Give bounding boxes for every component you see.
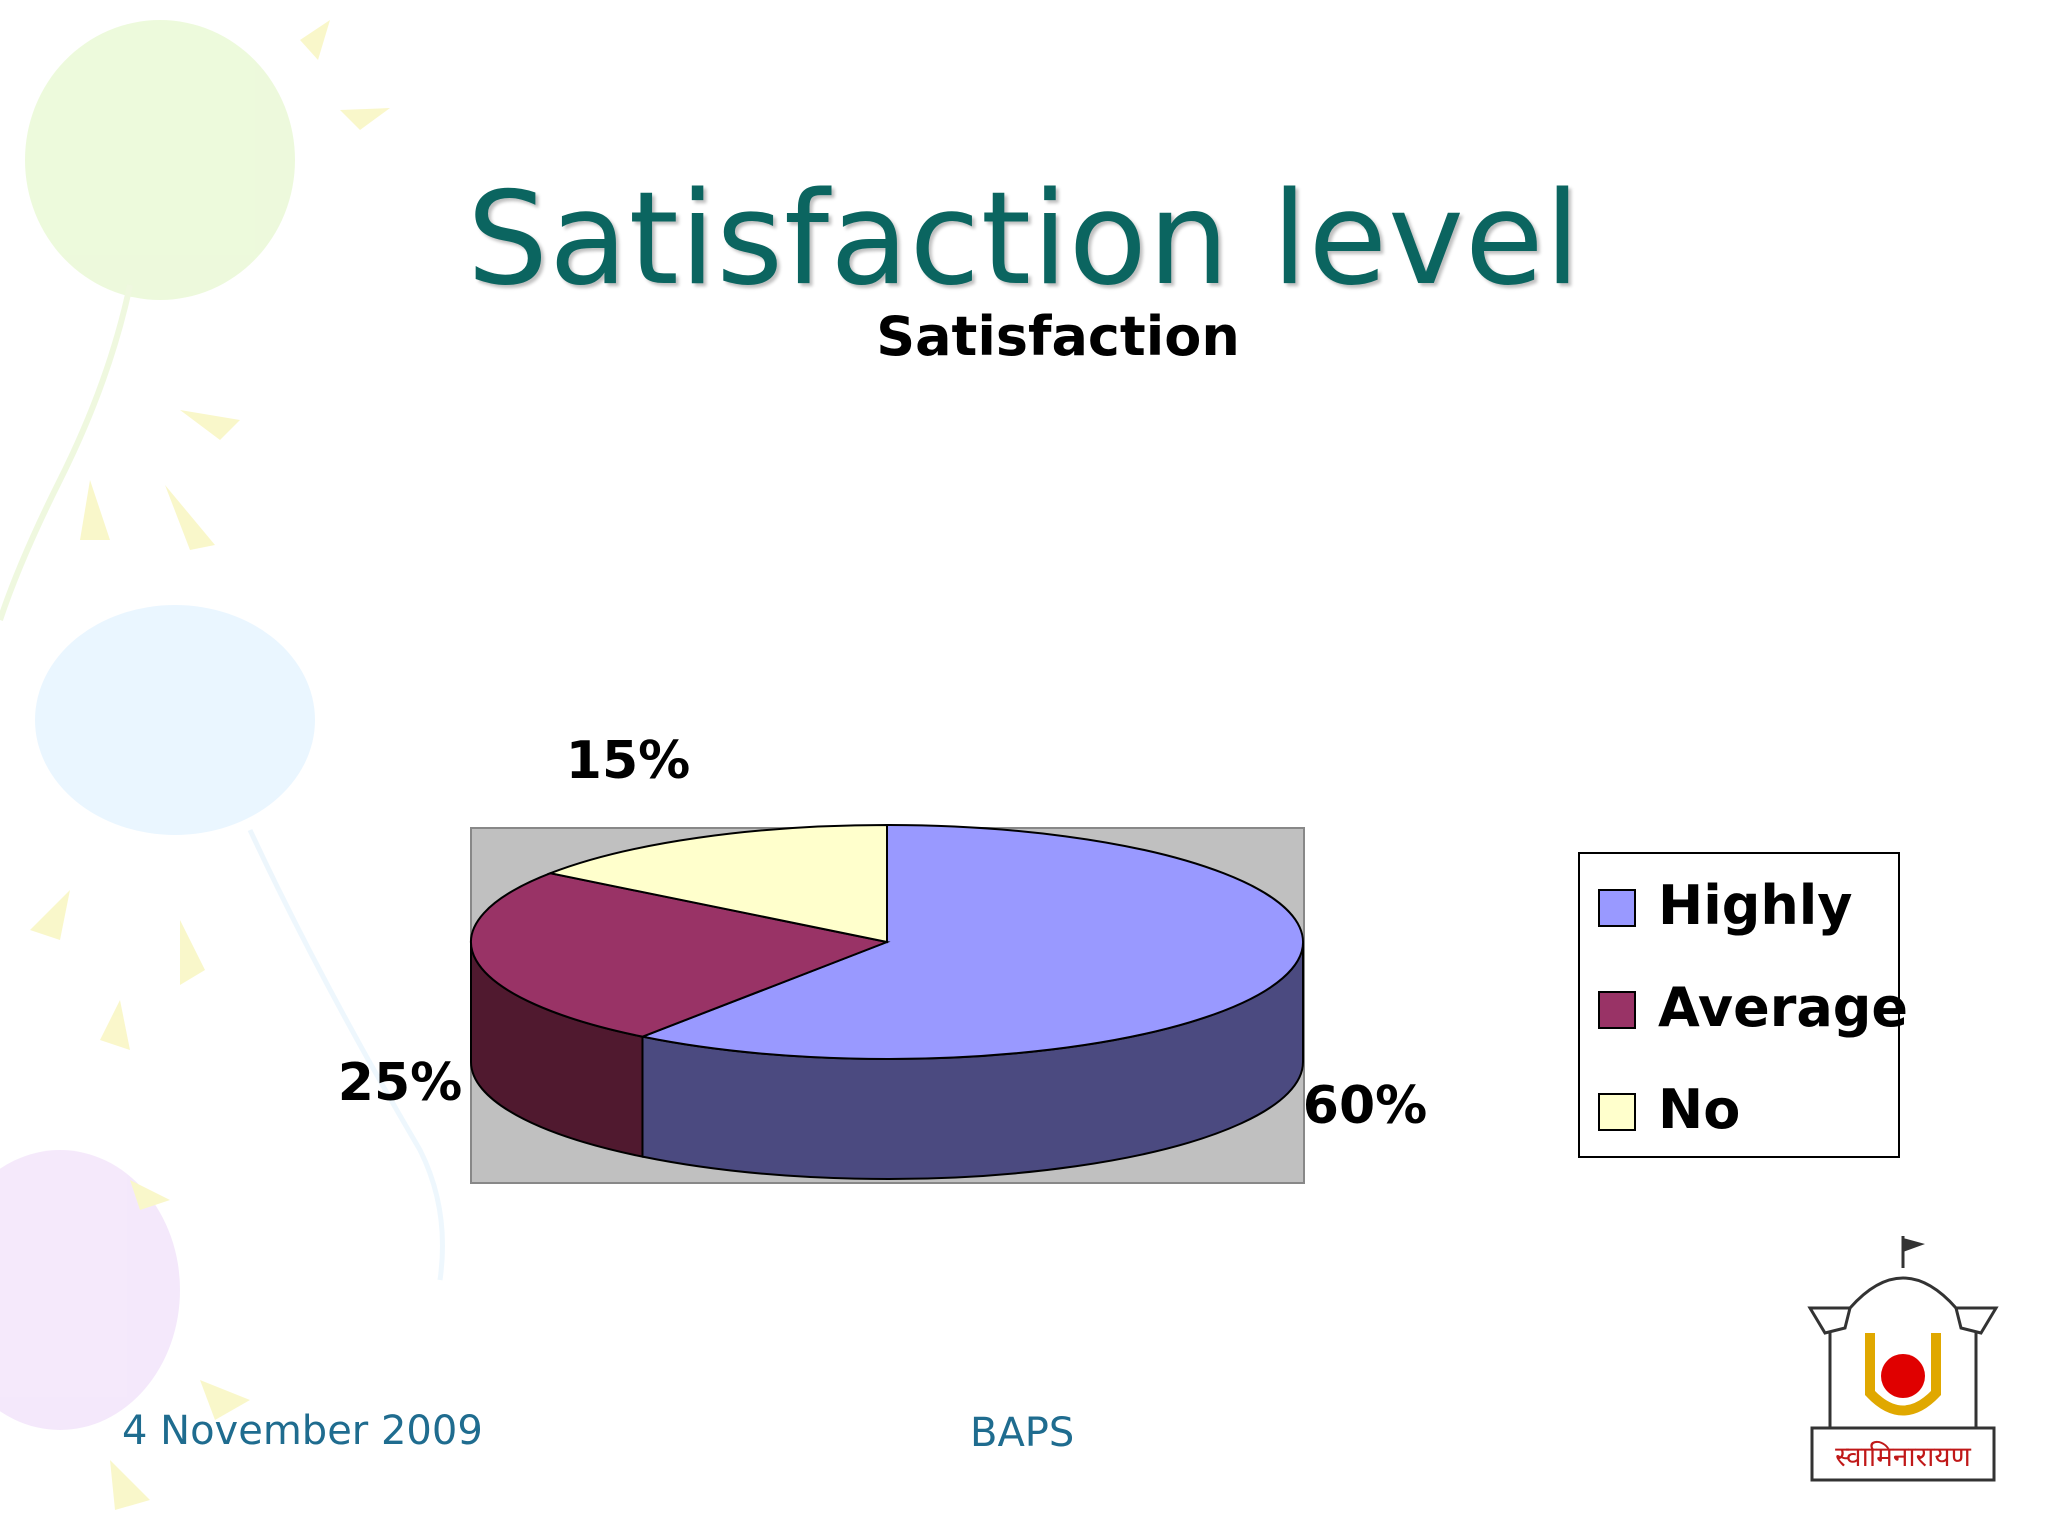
legend: Highly Average No [1578, 852, 1908, 1158]
pie-slice-no [546, 823, 888, 944]
pie-slices [470, 823, 1304, 1060]
legend-label-average: Average [1658, 976, 1908, 1039]
data-label-average: 25% [338, 1053, 462, 1113]
legend-swatch-no [1598, 1093, 1636, 1131]
pie-slice-average [470, 872, 891, 1038]
balloon-decoration-icon [30, 605, 445, 1281]
legend-label-no: No [1658, 1078, 1740, 1141]
data-labels: 60% 25% 15% [338, 731, 1427, 1136]
slide-title: Satisfaction level [466, 165, 1582, 314]
legend-swatch-average [1598, 991, 1636, 1029]
chart-title: Satisfaction [876, 305, 1240, 368]
legend-swatch-highly [1598, 889, 1636, 927]
footer-date: 4 November 2009 [122, 1408, 483, 1454]
data-label-no: 15% [566, 731, 690, 791]
baps-logo-icon: स्वामिनारायण [1807, 1236, 1999, 1482]
legend-label-highly: Highly [1658, 874, 1853, 937]
balloon-decoration-icon [0, 20, 390, 621]
logo-text: स्वामिनारायण [1835, 1440, 1971, 1473]
pie-slice-highly [638, 823, 1304, 1060]
footer-org: BAPS [970, 1410, 1075, 1456]
balloon-decoration-icon [0, 1150, 250, 1510]
data-label-highly: 60% [1303, 1076, 1427, 1136]
